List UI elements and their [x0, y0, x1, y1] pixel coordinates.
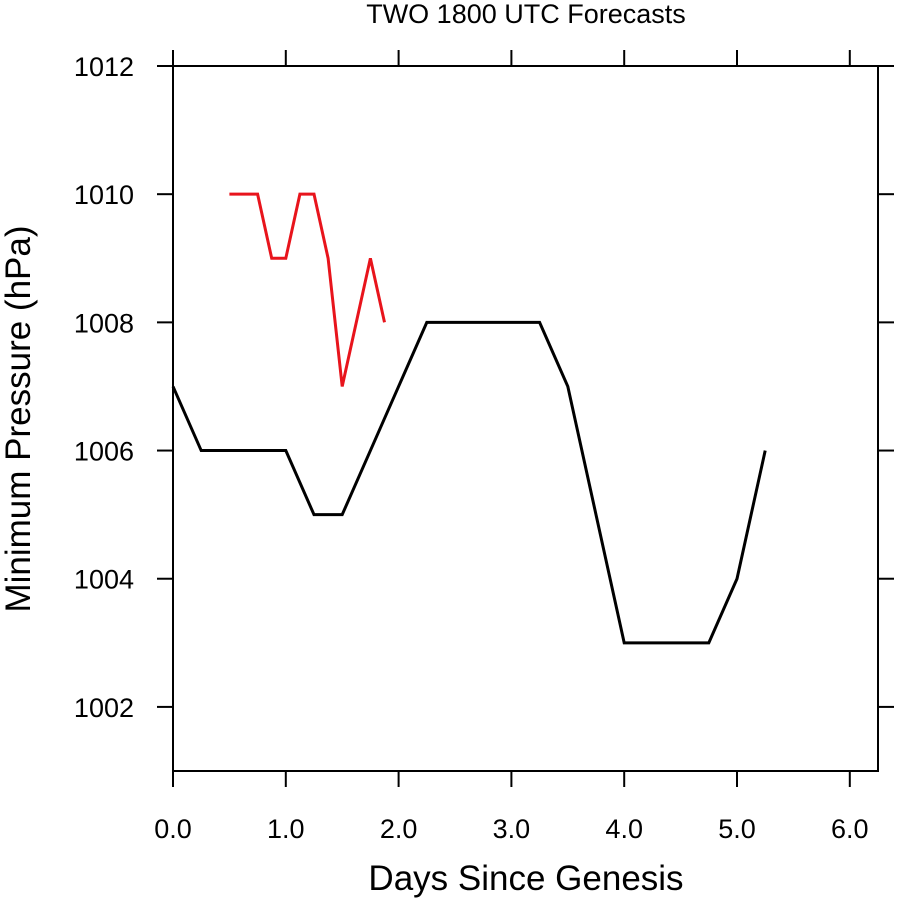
x-axis-title: Days Since Genesis: [368, 859, 683, 898]
x-tick-label: 6.0: [831, 814, 869, 844]
series-layer: [171, 192, 767, 645]
x-tick-label: 3.0: [493, 814, 531, 844]
y-tick-label: 1008: [74, 308, 134, 338]
x-tick-label: 2.0: [380, 814, 418, 844]
y-axis-title: Minimum Pressure (hPa): [0, 225, 38, 612]
y-tick-label: 1006: [74, 437, 134, 467]
y-tick-label: 1002: [74, 693, 134, 723]
series-line-1: [171, 320, 767, 645]
series-line-2: [229, 192, 386, 387]
y-tick-label: 1012: [74, 52, 134, 82]
plot-frame: [172, 65, 879, 772]
x-tick-label: 1.0: [267, 814, 305, 844]
x-tick-label: 4.0: [605, 814, 643, 844]
chart-title: TWO 1800 UTC Forecasts: [366, 0, 686, 29]
y-tick-label: 1004: [74, 565, 134, 595]
x-tick-label: 0.0: [154, 814, 192, 844]
x-tick-label: 5.0: [718, 814, 756, 844]
y-tick-label: 1010: [74, 180, 134, 210]
tick-layer: 0.0 1.0 2.0 3.0 4.0 5.0 6.0 1002 1004 1006 1008 101…: [74, 50, 894, 844]
